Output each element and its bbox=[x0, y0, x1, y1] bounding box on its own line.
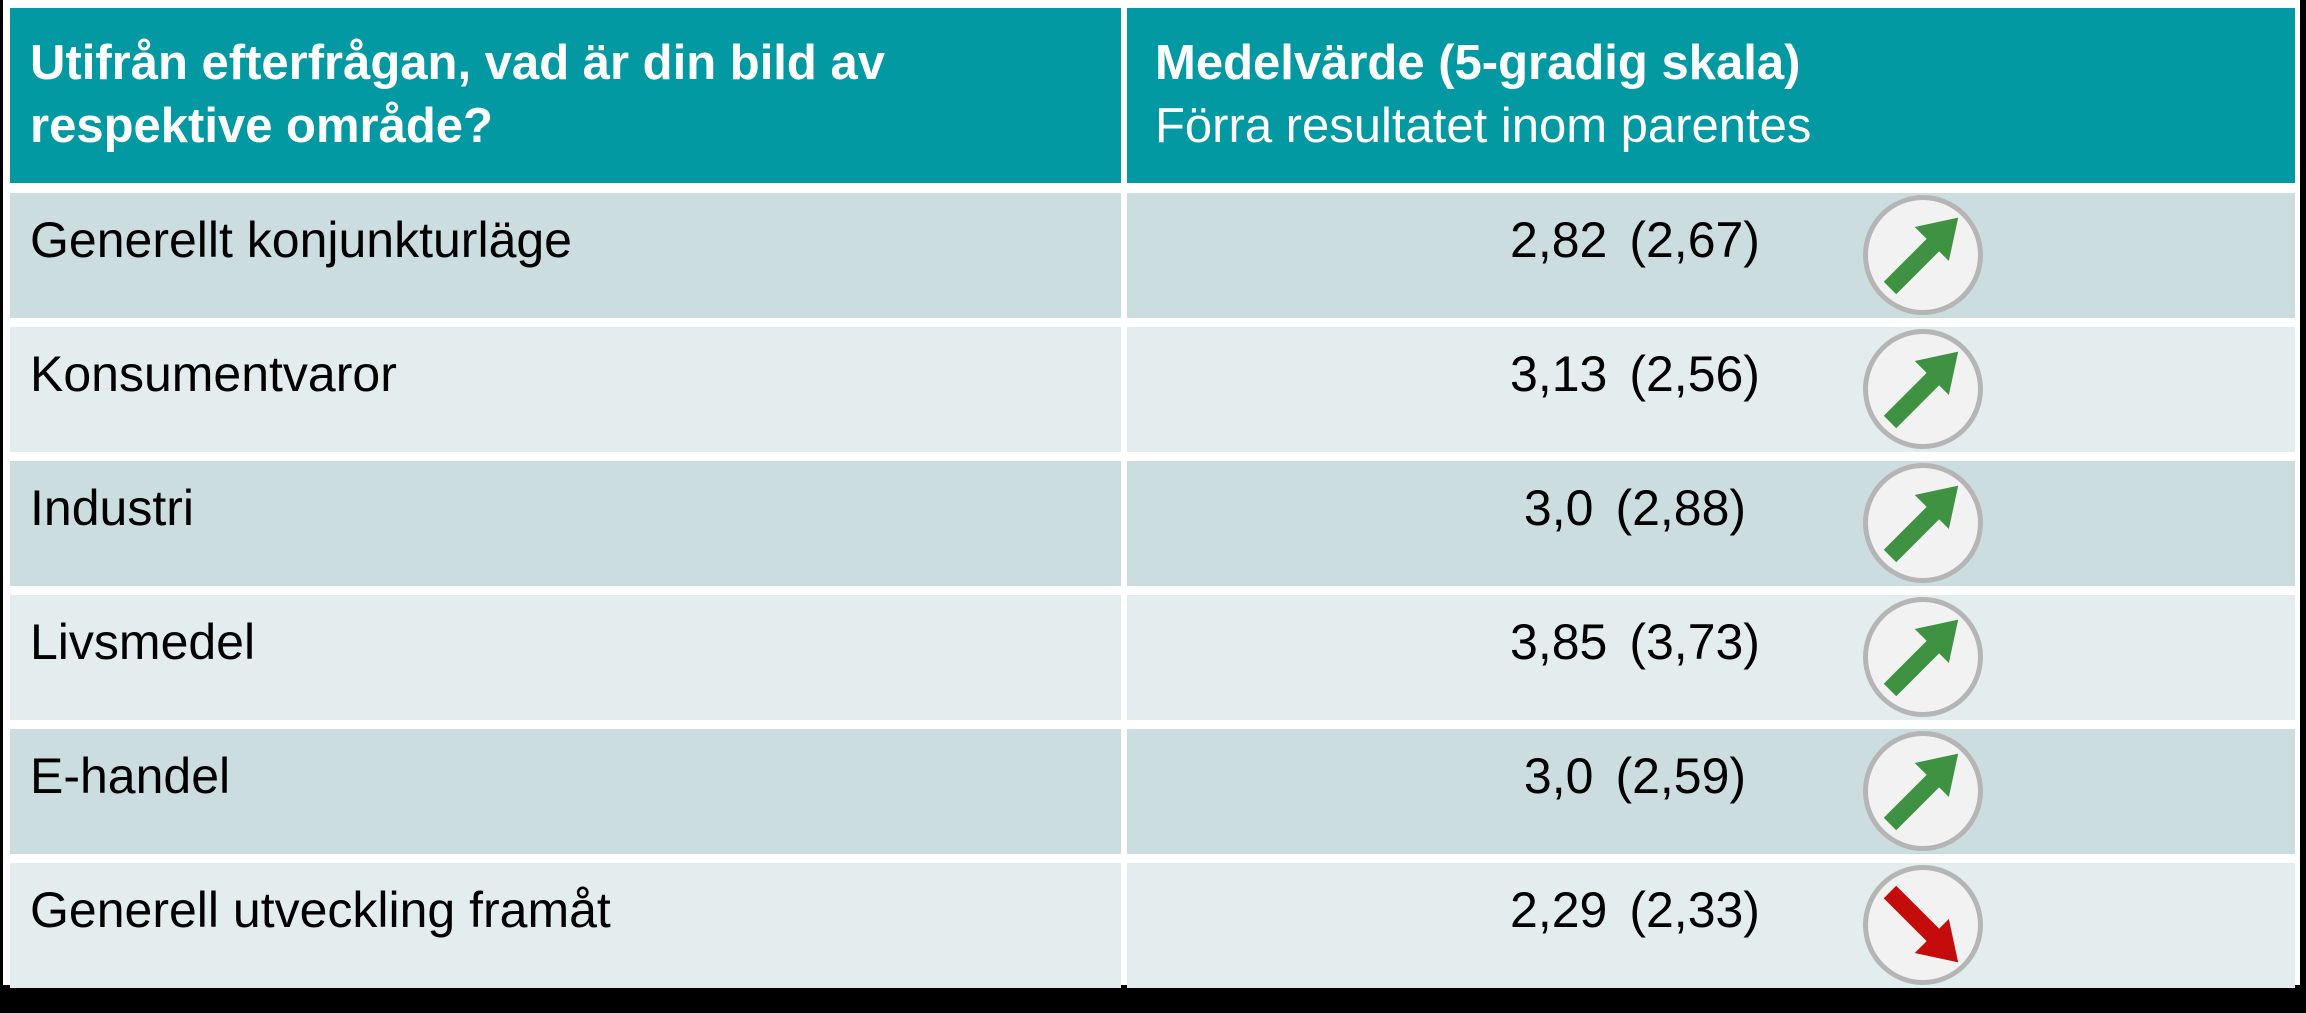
table-header-row: Utifrån efterfrågan, vad är din bild av … bbox=[10, 8, 2295, 183]
current-value: 3,0 bbox=[1523, 748, 1594, 804]
trend-up-icon bbox=[1863, 195, 1983, 315]
row-value-cell: 3,13 (2,56) bbox=[1127, 327, 2295, 452]
row-label: E-handel bbox=[30, 748, 231, 804]
row-label-cell: Industri bbox=[10, 461, 1121, 586]
row-label: Konsumentvaror bbox=[30, 346, 397, 402]
row-value: 3,85 (3,73) bbox=[1127, 611, 2143, 673]
header-question-cell: Utifrån efterfrågan, vad är din bild av … bbox=[10, 8, 1121, 183]
row-value-cell: 3,85 (3,73) bbox=[1127, 595, 2295, 720]
row-value: 3,0 (2,59) bbox=[1127, 745, 2143, 807]
table-row: Generellt konjunkturläge 2,82 (2,67) bbox=[10, 193, 2295, 318]
row-value-cell: 2,82 (2,67) bbox=[1127, 193, 2295, 318]
row-label-cell: Generellt konjunkturläge bbox=[10, 193, 1121, 318]
row-label-cell: Konsumentvaror bbox=[10, 327, 1121, 452]
table-row: Konsumentvaror 3,13 (2,56) bbox=[10, 327, 2295, 452]
row-label: Livsmedel bbox=[30, 614, 256, 670]
row-value: 2,82 (2,67) bbox=[1127, 209, 2143, 271]
table-row: Industri 3,0 (2,88) bbox=[10, 461, 2295, 586]
survey-table: Utifrån efterfrågan, vad är din bild av … bbox=[10, 8, 2295, 997]
row-label-cell: Livsmedel bbox=[10, 595, 1121, 720]
previous-value: (2,59) bbox=[1615, 748, 1747, 804]
trend-up-icon bbox=[1863, 597, 1983, 717]
current-value: 2,82 bbox=[1510, 212, 1608, 268]
row-value: 2,29 (2,33) bbox=[1127, 879, 2143, 941]
row-value-cell: 3,0 (2,88) bbox=[1127, 461, 2295, 586]
current-value: 3,85 bbox=[1510, 614, 1608, 670]
header-value-subtitle: Förra resultatet inom parentes bbox=[1155, 99, 1812, 153]
header-value-cell: Medelvärde (5-gradig skala) Förra result… bbox=[1127, 8, 2295, 183]
row-value: 3,0 (2,88) bbox=[1127, 477, 2143, 539]
slide-edge-left bbox=[0, 0, 3, 985]
slide-edge-right bbox=[2300, 0, 2306, 1013]
current-value: 2,29 bbox=[1510, 882, 1608, 938]
trend-up-icon bbox=[1863, 329, 1983, 449]
table-row: Livsmedel 3,85 (3,73) bbox=[10, 595, 2295, 720]
current-value: 3,13 bbox=[1510, 346, 1608, 402]
row-label: Generell utveckling framåt bbox=[30, 882, 611, 938]
header-value-title: Medelvärde (5-gradig skala) bbox=[1155, 36, 1801, 90]
row-value-cell: 3,0 (2,59) bbox=[1127, 729, 2295, 854]
row-value-cell: 2,29 (2,33) bbox=[1127, 863, 2295, 988]
trend-down-icon bbox=[1863, 865, 1983, 985]
previous-value: (2,67) bbox=[1629, 212, 1760, 268]
slide-bottom-bar bbox=[0, 985, 2306, 1013]
header-question: Utifrån efterfrågan, vad är din bild av … bbox=[30, 36, 885, 153]
trend-up-icon bbox=[1863, 463, 1983, 583]
table-row: Generell utveckling framåt 2,29 (2,33) bbox=[10, 863, 2295, 988]
row-label: Industri bbox=[30, 480, 194, 536]
previous-value: (2,88) bbox=[1615, 480, 1747, 536]
table-row: E-handel 3,0 (2,59) bbox=[10, 729, 2295, 854]
previous-value: (3,73) bbox=[1629, 614, 1760, 670]
current-value: 3,0 bbox=[1523, 480, 1594, 536]
row-label-cell: E-handel bbox=[10, 729, 1121, 854]
trend-up-icon bbox=[1863, 731, 1983, 851]
previous-value: (2,33) bbox=[1629, 882, 1760, 938]
row-label: Generellt konjunkturläge bbox=[30, 212, 572, 268]
row-label-cell: Generell utveckling framåt bbox=[10, 863, 1121, 988]
row-value: 3,13 (2,56) bbox=[1127, 343, 2143, 405]
previous-value: (2,56) bbox=[1629, 346, 1760, 402]
